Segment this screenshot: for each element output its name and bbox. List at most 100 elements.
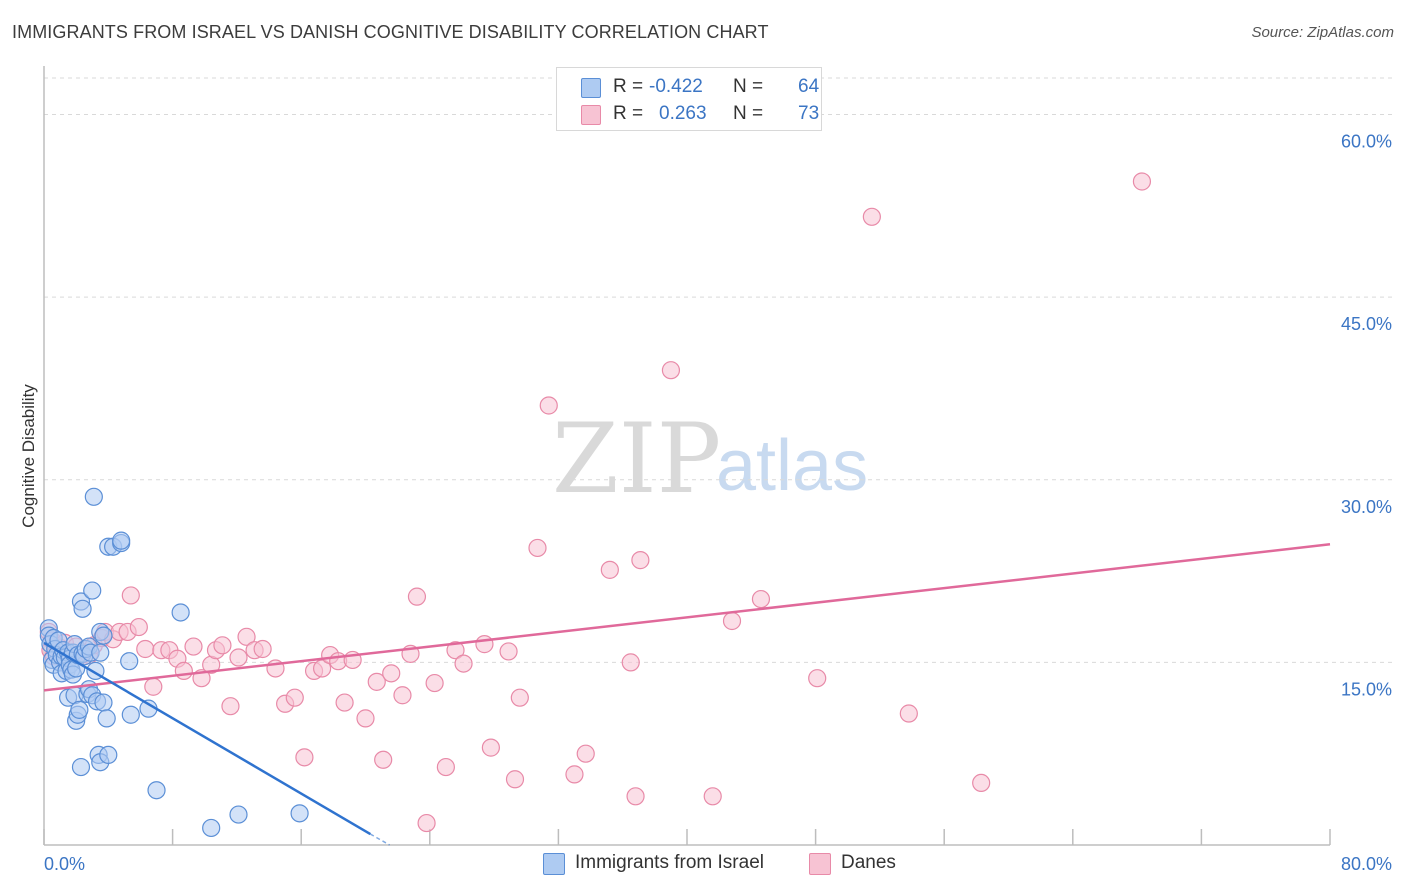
israel-point [202, 818, 221, 838]
danes-point [475, 635, 494, 654]
danes-point [621, 653, 640, 672]
israel-point [171, 603, 190, 622]
danes-point [335, 693, 354, 712]
israel-point [99, 745, 118, 765]
danes-point [121, 586, 140, 605]
legend-swatch-danes [581, 105, 601, 125]
watermark-zip: ZIP [552, 403, 721, 515]
danes-point [862, 207, 881, 226]
danes-point [600, 560, 619, 579]
x-tick-labels: 0.0% 80.0% [44, 854, 1392, 874]
danes-point [626, 787, 645, 806]
israel-point [229, 805, 248, 824]
israel-trend-line [43, 641, 371, 836]
danes-point [499, 642, 518, 661]
trend-lines [43, 543, 1331, 846]
danes-point [356, 709, 375, 728]
danes-point [136, 639, 155, 659]
israel-point [120, 652, 139, 671]
danes-point [1132, 172, 1152, 191]
danes-point [407, 587, 427, 606]
legend-r-label: R = [613, 76, 644, 97]
danes-point [631, 551, 650, 570]
danes-point [285, 688, 304, 707]
israel-trend-extension [369, 833, 390, 846]
danes-point [184, 637, 203, 656]
legend-n-value: 64 [798, 76, 820, 97]
israel-point [73, 599, 92, 618]
israel-point [121, 705, 140, 724]
danes-point [539, 396, 558, 415]
israel-point [91, 643, 110, 662]
danes-point [382, 664, 401, 683]
danes-point [295, 748, 314, 767]
bottom-legend-label: Danes [841, 852, 896, 873]
danes-trend-line [43, 543, 1331, 692]
israel-point [84, 487, 103, 506]
danes-point [454, 654, 473, 673]
danes-point [722, 611, 742, 631]
x-tick-label: 0.0% [44, 854, 85, 874]
danes-point [374, 750, 393, 769]
bottom-legend-label: Immigrants from Israel [575, 852, 764, 873]
danes-point [213, 636, 232, 655]
legend-swatch-israel [581, 78, 601, 98]
legend-r-label: R = [613, 103, 644, 124]
y-tick-label: 15.0% [1341, 679, 1392, 699]
israel-point [97, 709, 116, 728]
bottom-swatch-israel [543, 853, 565, 875]
danes-point [505, 770, 525, 789]
israel-point [83, 581, 102, 600]
legend-n-label: N = [733, 76, 764, 97]
legend-n-label: N = [733, 103, 764, 124]
danes-point [751, 589, 771, 609]
danes-point [446, 641, 465, 660]
israel-point [71, 757, 91, 777]
grid [44, 77, 1392, 663]
y-tick-labels: 15.0% 30.0% 45.0% 60.0% [1341, 132, 1392, 700]
source-label: Source: ZipAtlas.com [1251, 24, 1394, 41]
danes-point [703, 787, 722, 806]
x-tick-label: 80.0% [1341, 854, 1392, 874]
danes-point [510, 688, 529, 707]
legend-n-value: 73 [798, 103, 820, 124]
y-tick-label: 30.0% [1341, 497, 1392, 517]
danes-point [229, 648, 248, 667]
danes-point [425, 673, 444, 693]
danes-point [393, 686, 412, 705]
watermark-atlas: atlas [716, 426, 868, 506]
danes-point [174, 661, 193, 681]
danes-point [221, 697, 240, 716]
y-axis-title: Cognitive Disability [19, 384, 38, 528]
israel-point [70, 700, 89, 719]
danes-point [576, 744, 595, 763]
danes-point [565, 765, 584, 784]
watermark: ZIP atlas [552, 403, 868, 515]
legend-r-value: 0.263 [659, 103, 707, 124]
israel-point [290, 804, 309, 823]
danes-point [417, 813, 436, 833]
correlation-legend: R = -0.422 N = 64 R = 0.263 N = 73 [556, 67, 822, 131]
danes-point [367, 672, 386, 691]
israel-point [112, 531, 131, 550]
israel-points [39, 487, 309, 838]
danes-point [436, 757, 455, 777]
danes-point [237, 627, 256, 646]
danes-point [899, 704, 918, 723]
chart-title: IMMIGRANTS FROM ISRAEL VS DANISH COGNITI… [12, 22, 769, 42]
danes-point [481, 738, 500, 757]
danes-point [129, 617, 148, 637]
y-tick-label: 60.0% [1341, 132, 1392, 152]
danes-point [253, 639, 272, 659]
danes-point [808, 669, 827, 688]
danes-point [972, 773, 991, 793]
axes [43, 66, 1331, 846]
danes-point [144, 677, 163, 696]
israel-point [94, 626, 113, 645]
danes-point [661, 361, 681, 380]
israel-point [94, 693, 113, 712]
y-tick-label: 45.0% [1341, 314, 1392, 334]
legend-r-value: -0.422 [649, 76, 703, 97]
israel-point [147, 781, 166, 800]
